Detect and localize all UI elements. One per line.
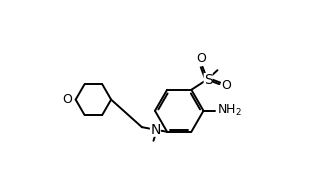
Text: O: O (196, 52, 206, 65)
Text: S: S (204, 73, 213, 87)
Text: O: O (62, 93, 72, 106)
Text: O: O (222, 79, 232, 92)
Text: NH$_2$: NH$_2$ (216, 103, 242, 118)
Text: N: N (150, 123, 161, 136)
